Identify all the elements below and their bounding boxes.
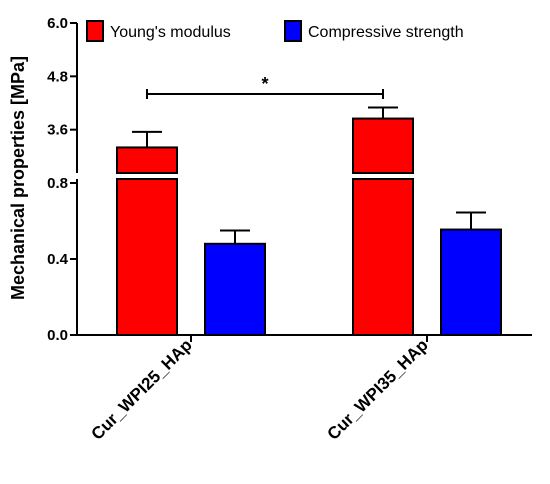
legend-swatch-young-s-modulus (86, 20, 104, 42)
legend-label-young-s-modulus: Young's modulus (110, 24, 231, 41)
significance-label: * (261, 74, 268, 94)
y-tick-label-0-8: 0.8 (47, 175, 68, 192)
bar-cur-wpi25-hap-compressive-strength (204, 242, 266, 336)
legend-swatch-compressive-strength (284, 20, 302, 42)
y-tick-label-0-0: 0.0 (47, 327, 68, 344)
y-tick-label-6-0: 6.0 (47, 15, 68, 32)
legend-label-compressive-strength: Compressive strength (308, 24, 464, 41)
bar-upper-cur-wpi25-hap-young-s-modulus (116, 146, 178, 174)
y-tick-label-0-4: 0.4 (47, 251, 69, 268)
bars-layer (116, 106, 502, 336)
legend-layer: Young's modulus Compressive strength (86, 20, 464, 42)
bar-lower-cur-wpi25-hap-young-s-modulus (116, 178, 178, 336)
y-tick-label-3-6: 3.6 (47, 122, 68, 139)
bar-lower-cur-wpi35-hap-young-s-modulus (352, 178, 414, 336)
annotation-layer: * (146, 74, 384, 99)
bar-upper-cur-wpi35-hap-young-s-modulus (352, 117, 414, 174)
bar-cur-wpi35-hap-compressive-strength (440, 228, 502, 336)
y-axis-title: Mechanical properties [MPa] (8, 56, 28, 300)
y-tick-label-4-8: 4.8 (47, 68, 68, 85)
